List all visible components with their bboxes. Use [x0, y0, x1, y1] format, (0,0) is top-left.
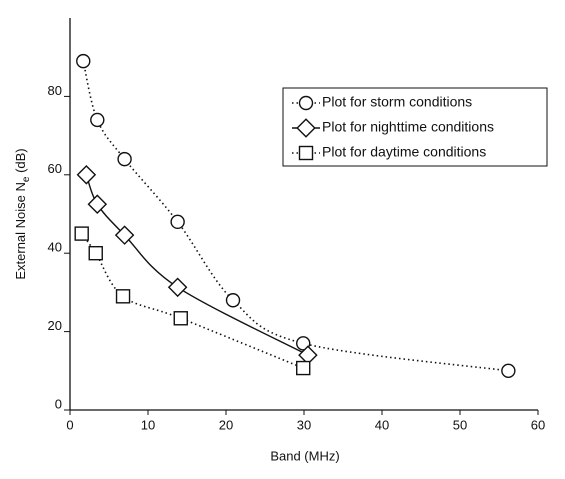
x-tick-label: 0: [66, 417, 73, 432]
x-axis-label: Band (MHz): [270, 448, 339, 463]
data-point: [90, 112, 105, 128]
data-point: [114, 225, 135, 245]
data-point: [74, 226, 89, 241]
data-point: [296, 360, 311, 376]
data-point: [115, 289, 131, 304]
data-point: [173, 311, 188, 326]
x-tick-label: 40: [375, 417, 389, 432]
y-tick-label: 40: [48, 240, 62, 255]
y-tick-label: 0: [55, 396, 62, 411]
y-label-main: External Noise N: [13, 182, 28, 280]
legend-box: [282, 87, 548, 167]
data-point: [167, 277, 188, 298]
legend-label: Plot for nighttime conditions: [322, 119, 494, 135]
y-tick-label: 60: [48, 161, 62, 176]
y-tick-label: 80: [48, 83, 62, 98]
y-axis-label: External Noise Ne (dB): [13, 148, 31, 279]
y-label-unit: (dB): [13, 148, 28, 176]
y-tick-label: 20: [48, 318, 62, 333]
x-tick-label: 60: [531, 417, 545, 432]
legend-marker: [298, 145, 314, 161]
data-point: [117, 151, 132, 167]
data-point: [76, 165, 97, 185]
x-tick-label: 10: [141, 417, 155, 432]
legend-marker: [298, 95, 314, 111]
legend-label: Plot for storm conditions: [322, 94, 472, 110]
data-point: [88, 245, 103, 261]
data-point: [87, 194, 108, 214]
x-tick-label: 50: [453, 417, 467, 432]
legend-marker: [296, 118, 316, 138]
data-point: [501, 363, 516, 378]
data-point: [170, 214, 185, 230]
x-tick-label: 20: [219, 417, 233, 432]
x-tick-label: 30: [297, 417, 311, 432]
legend-label: Plot for daytime conditions: [322, 144, 486, 160]
data-point: [296, 336, 311, 351]
y-label-sub: e: [21, 176, 32, 182]
data-point: [225, 293, 241, 308]
data-point: [76, 53, 91, 69]
